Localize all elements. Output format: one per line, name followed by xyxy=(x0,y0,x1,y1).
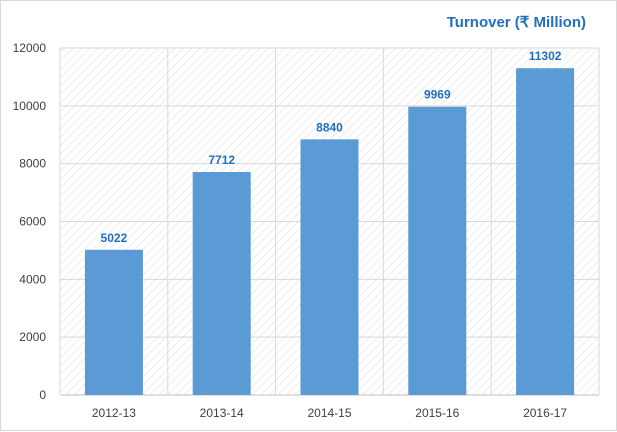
x-tick-label: 2013-14 xyxy=(200,406,244,420)
y-tick-label: 2000 xyxy=(19,330,46,344)
bars-group xyxy=(84,68,575,396)
data-label: 7712 xyxy=(208,153,235,167)
bar xyxy=(516,68,575,395)
bar xyxy=(84,249,143,395)
data-label: 11302 xyxy=(529,49,562,63)
x-tick-label: 2012-13 xyxy=(92,406,136,420)
x-axis: 2012-13 2013-14 2014-15 2015-16 2016-17 xyxy=(92,406,568,420)
y-tick-label: 6000 xyxy=(19,215,46,229)
y-axis: 0 2000 4000 6000 8000 10000 12000 xyxy=(13,41,47,402)
y-tick-label: 12000 xyxy=(13,41,47,55)
x-tick-label: 2015-16 xyxy=(415,406,459,420)
data-label: 9969 xyxy=(424,88,451,102)
bar xyxy=(192,171,251,395)
chart-title: Turnover (₹ Million) xyxy=(446,14,586,31)
data-labels-group: 5022 7712 8840 9969 11302 xyxy=(101,49,562,245)
y-tick-label: 8000 xyxy=(19,157,46,171)
x-tick-label: 2014-15 xyxy=(307,406,351,420)
y-tick-label: 0 xyxy=(39,388,46,402)
bar xyxy=(300,139,359,395)
data-label: 8840 xyxy=(316,120,343,134)
bar xyxy=(408,106,467,396)
data-label: 5022 xyxy=(101,231,128,245)
x-tick-label: 2016-17 xyxy=(523,406,567,420)
y-tick-label: 4000 xyxy=(19,272,46,286)
y-tick-label: 10000 xyxy=(13,99,47,113)
